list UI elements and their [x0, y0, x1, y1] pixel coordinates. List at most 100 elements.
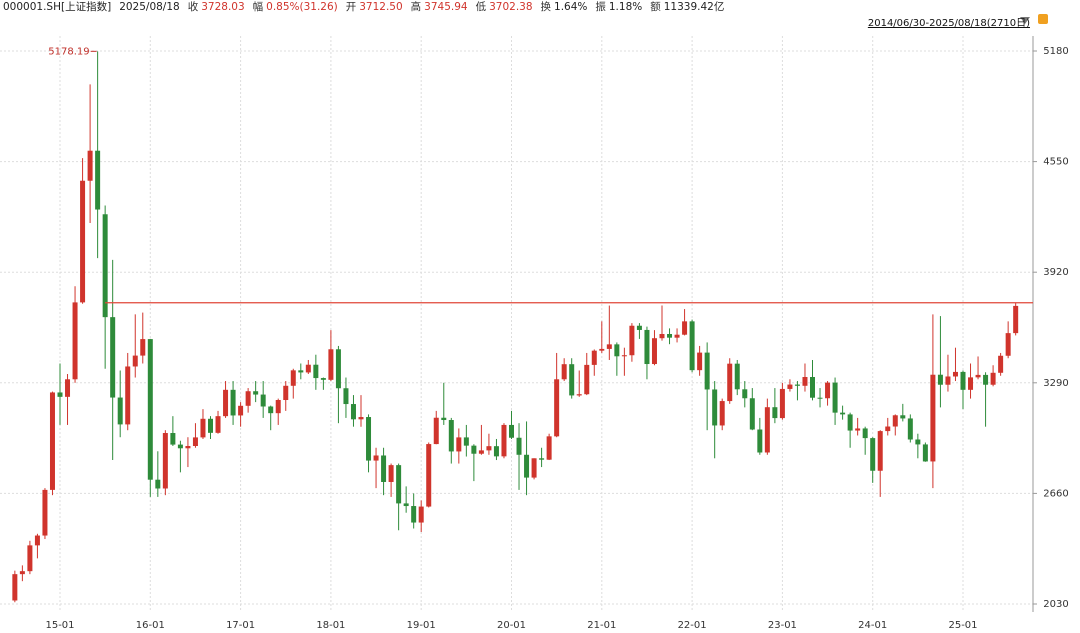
candle-body — [12, 574, 18, 601]
candle — [132, 314, 138, 378]
candle — [937, 316, 943, 408]
candle — [448, 417, 454, 464]
candle-body — [606, 344, 612, 349]
candle — [208, 416, 213, 439]
candle-body — [433, 417, 439, 445]
candle — [95, 51, 101, 259]
candle-body — [215, 416, 221, 433]
candle-body — [983, 374, 989, 385]
candle — [682, 309, 688, 336]
candle-body — [132, 355, 138, 367]
candle — [478, 424, 484, 455]
candle-body — [448, 420, 454, 452]
candle-body — [667, 333, 673, 338]
candle-body — [87, 150, 93, 181]
candle-body — [147, 339, 153, 480]
candle — [599, 321, 605, 353]
header-item: 低 3702.38 — [476, 0, 533, 14]
candle — [862, 426, 868, 455]
item-value: 1.64% — [554, 1, 588, 13]
candle-body — [34, 535, 40, 546]
candle — [275, 398, 281, 425]
candle — [779, 382, 785, 420]
range-dropdown-icon[interactable] — [1020, 17, 1030, 24]
candle-body — [802, 377, 808, 386]
candle-body — [840, 412, 846, 415]
candle-body — [614, 344, 620, 357]
candle — [328, 330, 334, 382]
candle — [584, 352, 590, 396]
candle-body — [968, 377, 974, 390]
candle — [960, 370, 966, 410]
candle — [170, 416, 176, 446]
item-value: 3728.03 — [201, 1, 245, 13]
candle-body — [65, 379, 71, 397]
candle-body — [779, 388, 785, 419]
candle-body — [719, 401, 725, 426]
x-tick-label: 25-01 — [948, 620, 977, 631]
candle-body — [335, 349, 341, 389]
candle — [907, 414, 913, 443]
candle-body — [493, 446, 499, 457]
settings-icon[interactable] — [1038, 14, 1048, 24]
y-tick-label: 5180 — [1043, 46, 1068, 57]
candle-body — [19, 571, 25, 575]
candle — [260, 381, 266, 418]
candle — [57, 363, 63, 425]
candle — [373, 447, 379, 489]
candle-body — [636, 325, 642, 330]
candle-body — [907, 418, 913, 440]
candle-body — [155, 479, 161, 489]
candle-body — [27, 545, 33, 572]
candle-body — [516, 437, 522, 455]
candle-body — [554, 379, 560, 437]
candle-body — [644, 329, 650, 365]
candle — [877, 430, 883, 497]
candle — [802, 363, 808, 392]
candle-body — [463, 437, 469, 446]
x-tick-label: 15-01 — [45, 620, 74, 631]
candle — [155, 451, 161, 497]
candle-body — [539, 458, 545, 460]
candle-body — [764, 407, 770, 453]
candle-body — [200, 418, 206, 438]
candle — [1013, 302, 1019, 336]
candle-body — [960, 371, 966, 390]
candle-body — [140, 339, 146, 356]
candle — [350, 395, 356, 427]
candle-body — [952, 371, 958, 377]
candle — [381, 447, 387, 496]
candle — [411, 493, 417, 529]
candle-body — [471, 445, 477, 454]
candle-body — [697, 352, 703, 371]
candle-body — [712, 389, 718, 426]
header-item: 额 11339.42亿 — [650, 0, 724, 14]
candle-body — [418, 506, 424, 523]
candle-body — [162, 433, 168, 489]
header: 000001.SH[上证指数] 2025/08/18 收 3728.03 幅 0.85… — [3, 0, 724, 14]
candle — [441, 382, 447, 425]
candle-body — [629, 325, 635, 356]
max-label: 5178.19 — [48, 46, 89, 57]
candle — [253, 381, 259, 403]
date-range[interactable]: 2014/06/30-2025/08/18(2710日) — [867, 18, 1030, 29]
candle-body — [659, 333, 665, 339]
candle-body — [787, 384, 793, 389]
candle — [990, 365, 996, 387]
candle-body — [990, 372, 996, 385]
item-label: 换 — [540, 1, 552, 13]
candle-body — [825, 382, 831, 399]
candle-body — [117, 397, 123, 425]
candle-body — [388, 465, 394, 482]
candle-body — [49, 392, 55, 490]
candle-body — [275, 400, 281, 414]
candle-body — [456, 437, 462, 452]
candle-body — [531, 458, 537, 478]
candle-body — [945, 376, 951, 385]
candle-body — [170, 433, 176, 445]
candle-body — [403, 503, 409, 507]
candle-body — [621, 355, 627, 357]
header-item: 收 3728.03 — [188, 0, 245, 14]
candle-body — [230, 389, 236, 416]
item-label: 振 — [595, 1, 606, 13]
